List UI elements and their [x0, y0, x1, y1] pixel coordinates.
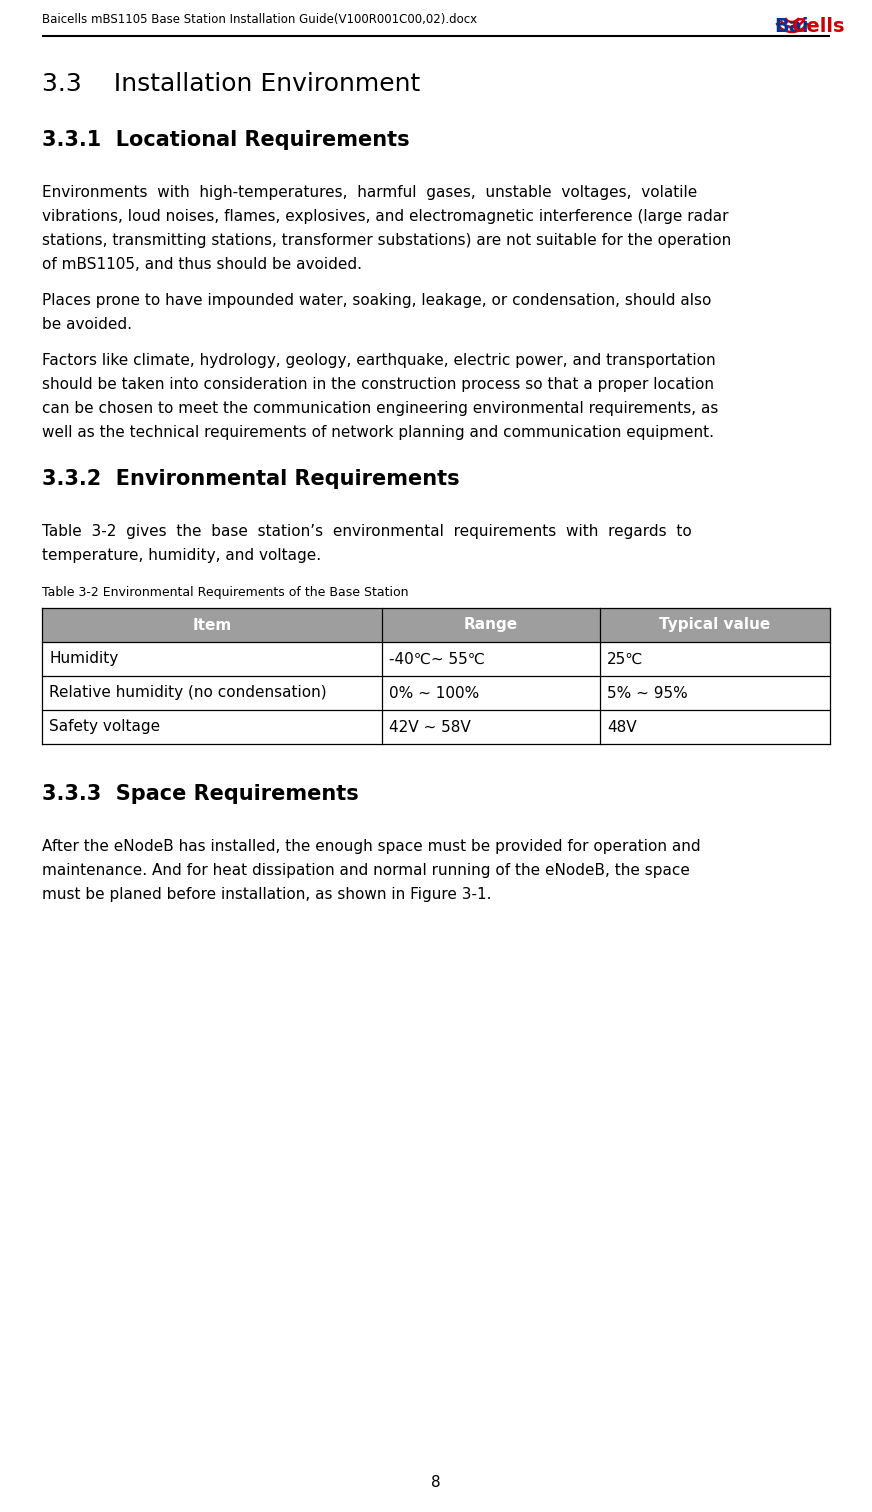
Bar: [42, 676, 830, 711]
Text: should be taken into consideration in the construction process so that a proper : should be taken into consideration in th…: [42, 376, 714, 392]
Text: vibrations, loud noises, flames, explosives, and electromagnetic interference (l: vibrations, loud noises, flames, explosi…: [42, 209, 728, 224]
Bar: [42, 711, 830, 744]
Text: Safety voltage: Safety voltage: [49, 720, 160, 735]
Text: stations, transmitting stations, transformer substations) are not suitable for t: stations, transmitting stations, transfo…: [42, 233, 732, 248]
Text: 3.3    Installation Environment: 3.3 Installation Environment: [42, 73, 420, 95]
Text: well as the technical requirements of network planning and communication equipme: well as the technical requirements of ne…: [42, 425, 714, 440]
Text: Relative humidity (no condensation): Relative humidity (no condensation): [49, 685, 327, 700]
Text: 42V ~ 58V: 42V ~ 58V: [389, 720, 471, 735]
Text: 8: 8: [431, 1476, 441, 1489]
Text: 48V: 48V: [607, 720, 637, 735]
Text: 3.3.2  Environmental Requirements: 3.3.2 Environmental Requirements: [42, 469, 460, 488]
Text: can be chosen to meet the communication engineering environmental requirements, : can be chosen to meet the communication …: [42, 401, 719, 416]
Text: 3.3.3  Space Requirements: 3.3.3 Space Requirements: [42, 785, 358, 804]
Text: Environments  with  high-temperatures,  harmful  gases,  unstable  voltages,  vo: Environments with high-temperatures, har…: [42, 184, 698, 200]
Text: of mBS1105, and thus should be avoided.: of mBS1105, and thus should be avoided.: [42, 257, 362, 272]
Text: Places prone to have impounded water, soaking, leakage, or condensation, should : Places prone to have impounded water, so…: [42, 293, 712, 308]
Text: Cells: Cells: [792, 18, 844, 36]
Text: Item: Item: [193, 617, 232, 632]
Text: Baicells mBS1105 Base Station Installation Guide(V100R001C00,02).docx: Baicells mBS1105 Base Station Installati…: [42, 14, 477, 27]
Text: Range: Range: [464, 617, 518, 632]
Text: 25℃: 25℃: [607, 652, 644, 667]
Text: 0% ~ 100%: 0% ~ 100%: [389, 685, 480, 700]
Text: Table 3-2 Environmental Requirements of the Base Station: Table 3-2 Environmental Requirements of …: [42, 587, 408, 599]
Text: be avoided.: be avoided.: [42, 318, 132, 333]
Text: Humidity: Humidity: [49, 652, 119, 667]
Text: -40℃~ 55℃: -40℃~ 55℃: [389, 652, 485, 667]
Text: 5% ~ 95%: 5% ~ 95%: [607, 685, 688, 700]
Text: maintenance. And for heat dissipation and normal running of the eNodeB, the spac: maintenance. And for heat dissipation an…: [42, 863, 690, 878]
Text: After the eNodeB has installed, the enough space must be provided for operation : After the eNodeB has installed, the enou…: [42, 839, 700, 854]
Text: Table  3-2  gives  the  base  station’s  environmental  requirements  with  rega: Table 3-2 gives the base station’s envir…: [42, 525, 691, 538]
Text: temperature, humidity, and voltage.: temperature, humidity, and voltage.: [42, 547, 321, 562]
Text: must be planed before installation, as shown in Figure 3-1.: must be planed before installation, as s…: [42, 888, 492, 903]
Text: Typical value: Typical value: [659, 617, 771, 632]
Text: Bai: Bai: [774, 18, 808, 36]
Bar: [42, 608, 830, 643]
Text: Factors like climate, hydrology, geology, earthquake, electric power, and transp: Factors like climate, hydrology, geology…: [42, 352, 716, 367]
Text: 3.3.1  Locational Requirements: 3.3.1 Locational Requirements: [42, 130, 410, 150]
Bar: [42, 643, 830, 676]
